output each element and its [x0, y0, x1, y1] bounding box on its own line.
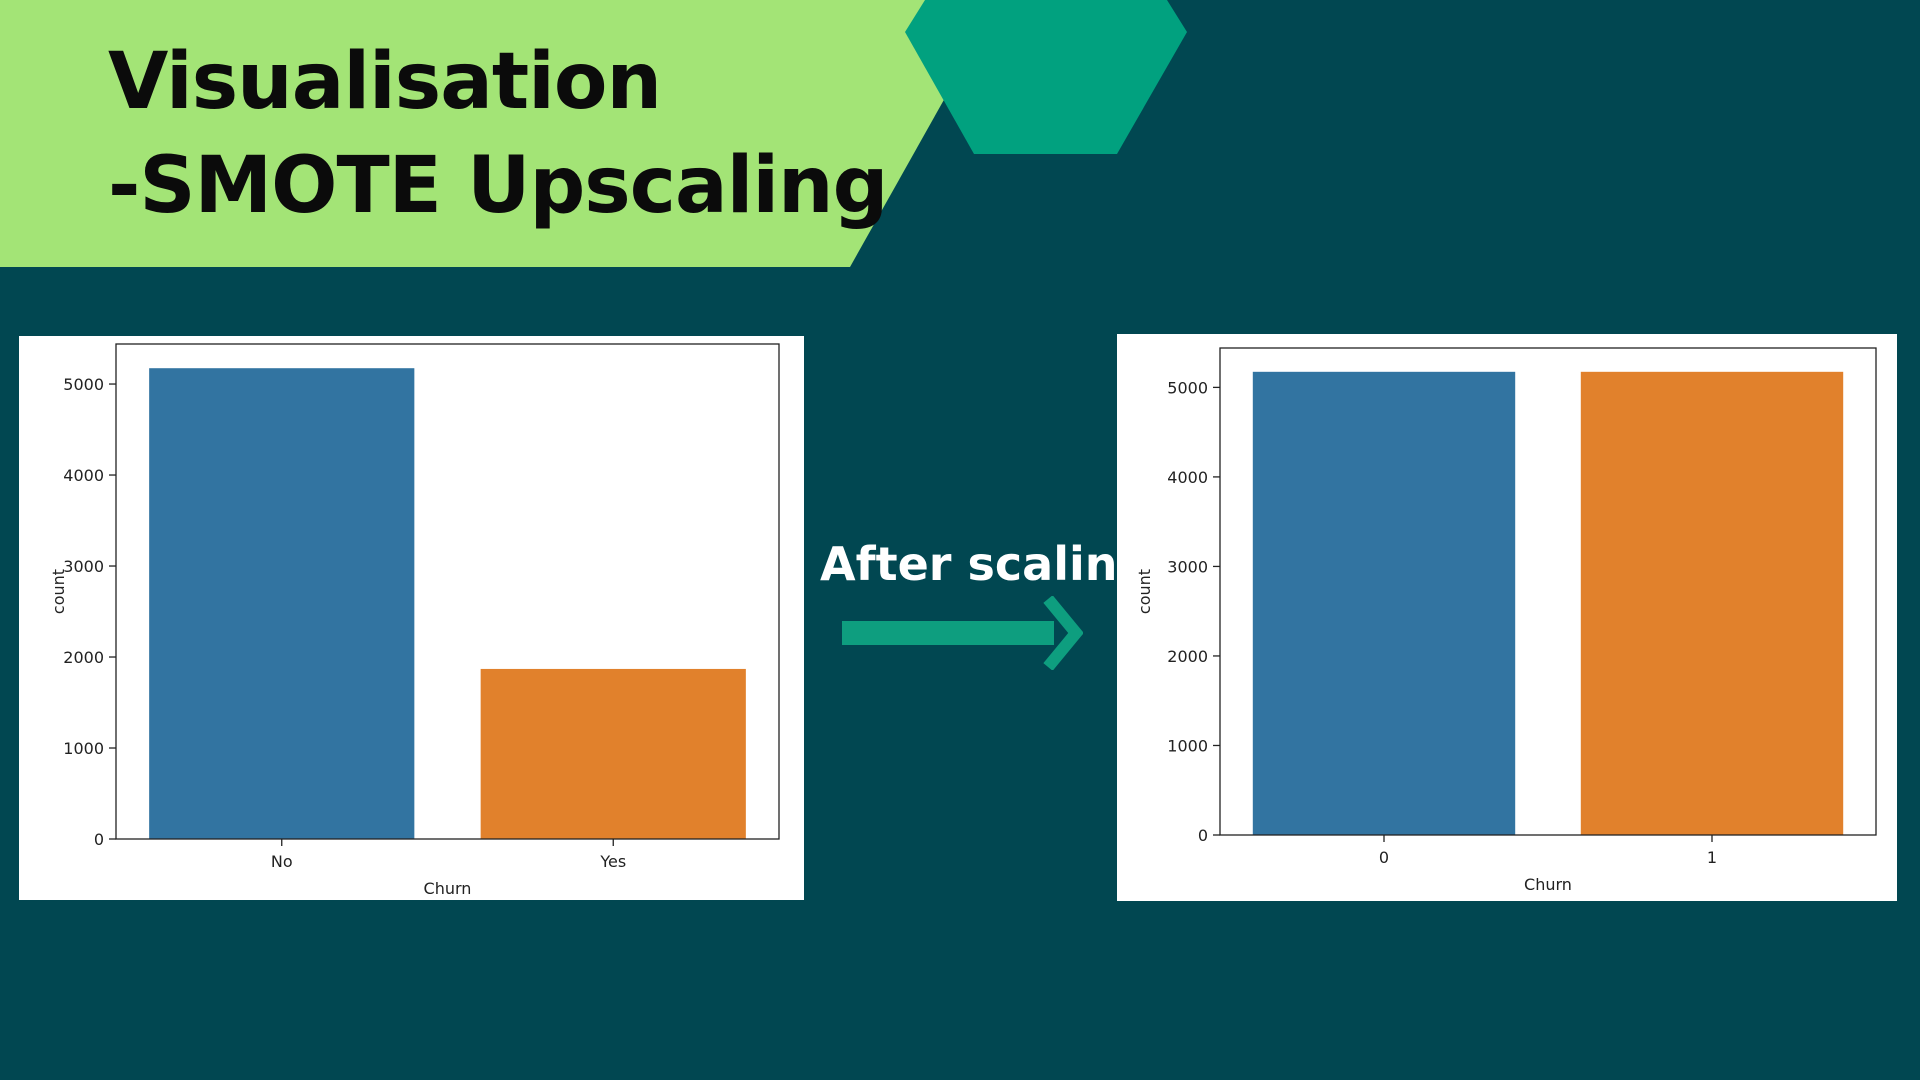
y-axis-label: count: [49, 569, 68, 614]
x-tick-label: Yes: [599, 852, 626, 871]
bar-0: [149, 368, 415, 839]
x-axis-label: Churn: [424, 879, 472, 898]
title-line-1: Visualisation: [108, 37, 662, 127]
after-scaling-label: After scaling: [820, 537, 1151, 591]
bar-0: [1252, 371, 1516, 835]
y-tick-label: 3000: [63, 557, 104, 576]
x-axis-label: Churn: [1524, 875, 1572, 894]
hexagon-decoration: [905, 0, 1187, 154]
plot-frame: [115, 343, 780, 840]
right-arrow-icon: [842, 596, 1083, 670]
y-tick-label: 5000: [63, 375, 104, 394]
y-tick-label: 2000: [63, 648, 104, 667]
y-tick-label: 0: [94, 830, 104, 849]
x-tick-label: 0: [1379, 848, 1389, 867]
bar-chart-before: 0 1000 2000 3000 4000 5000 No Yes Churn count: [49, 343, 780, 898]
y-tick-label: 1000: [1167, 736, 1208, 755]
plot-frame: [1219, 347, 1877, 836]
chart-panel-after: 0 1000 2000 3000 4000 5000 0 1 Churn count: [1117, 334, 1897, 901]
header-banner: [0, 0, 1187, 267]
bar-1: [1580, 371, 1844, 835]
y-tick-label: 0: [1198, 826, 1208, 845]
arrow-shaft: [842, 621, 1054, 645]
y-tick-label: 4000: [63, 466, 104, 485]
y-tick-label: 4000: [1167, 468, 1208, 487]
y-tick-label: 5000: [1167, 378, 1208, 397]
page-title: Visualisation -SMOTE Upscaling: [108, 30, 888, 238]
y-tick-label: 2000: [1167, 647, 1208, 666]
arrow-head: [1043, 596, 1083, 670]
chart-panel-before: 0 1000 2000 3000 4000 5000 No Yes Churn count: [19, 336, 804, 900]
bar-chart-after: 0 1000 2000 3000 4000 5000 0 1 Churn count: [1135, 347, 1877, 894]
x-tick-label: 1: [1707, 848, 1717, 867]
banner-shape: [0, 0, 1000, 267]
y-tick-label: 1000: [63, 739, 104, 758]
x-tick-label: No: [271, 852, 293, 871]
bar-1: [480, 668, 746, 839]
y-tick-label: 3000: [1167, 557, 1208, 576]
y-axis-label: count: [1135, 569, 1154, 614]
title-line-2: -SMOTE Upscaling: [108, 141, 888, 231]
